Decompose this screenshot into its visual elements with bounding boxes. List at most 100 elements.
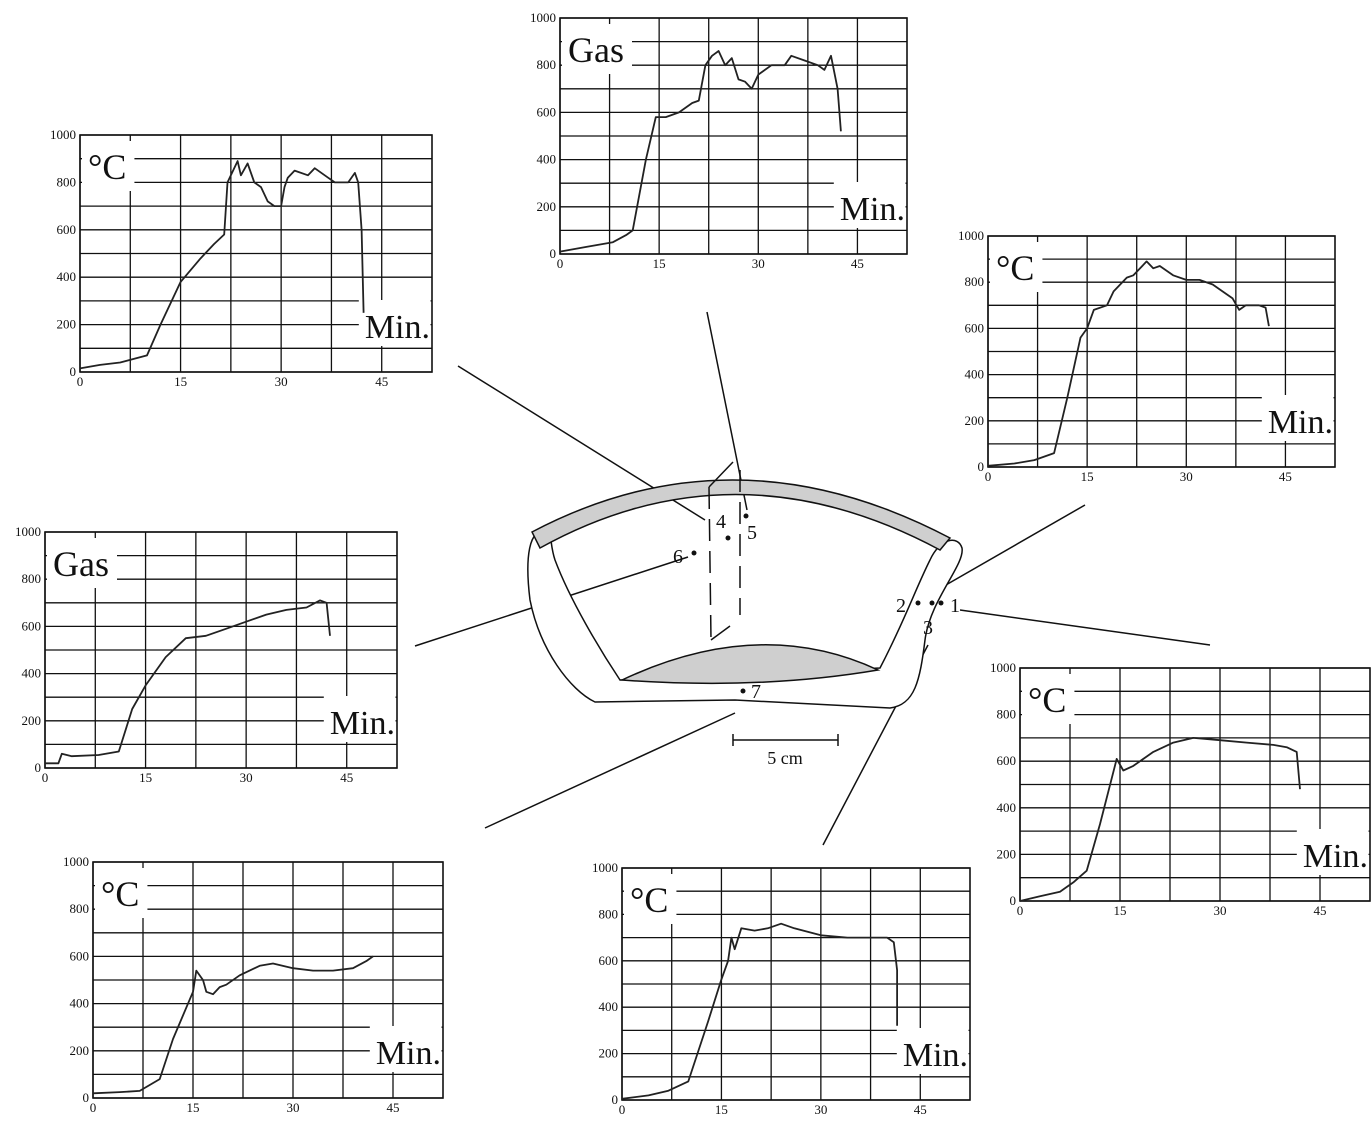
figure: 1 2 3 4 5 6 7 5 cm 0 200 400 600 800 1000 0 15 3… — [0, 0, 1372, 1126]
y-tick-label: 800 — [22, 571, 42, 586]
y-tick-label: 200 — [537, 199, 557, 214]
y-tick-label: 200 — [70, 1043, 90, 1058]
x-tick-label: 15 — [139, 770, 152, 785]
y-tick-label: 400 — [997, 800, 1017, 815]
data-line — [45, 600, 330, 763]
y-tick-label: 400 — [965, 367, 985, 382]
y-axis-label: Gas — [568, 30, 624, 70]
x-tick-label: 45 — [851, 256, 864, 271]
point-label: 3 — [923, 617, 933, 639]
x-tick-label: 0 — [619, 1102, 626, 1117]
y-tick-label: 600 — [22, 618, 42, 633]
y-tick-label: 0 — [1010, 893, 1017, 908]
y-tick-label: 800 — [537, 57, 557, 72]
x-tick-label: 45 — [387, 1100, 400, 1115]
x-axis-label: Min. — [376, 1035, 441, 1072]
chart: 020040060080010000153045°CMin. — [990, 660, 1370, 918]
y-axis-label: °C — [1028, 680, 1066, 720]
x-tick-label: 30 — [814, 1102, 827, 1117]
x-tick-label: 0 — [42, 770, 49, 785]
y-tick-label: 200 — [965, 413, 985, 428]
data-line — [93, 956, 373, 1093]
point-label: 6 — [673, 546, 683, 568]
y-tick-label: 200 — [997, 846, 1017, 861]
x-axis-label: Min. — [365, 309, 430, 346]
point-label: 7 — [751, 681, 761, 703]
y-tick-label: 800 — [57, 174, 77, 189]
x-tick-label: 45 — [340, 770, 353, 785]
point-label: 4 — [716, 511, 726, 533]
x-axis-label: Min. — [330, 705, 395, 742]
x-tick-label: 30 — [1214, 903, 1227, 918]
y-tick-label: 0 — [550, 246, 557, 261]
point-label: 2 — [896, 595, 906, 617]
x-axis-label: Min. — [840, 191, 905, 228]
x-tick-label: 0 — [90, 1100, 97, 1115]
x-tick-label: 45 — [914, 1102, 927, 1117]
y-tick-label: 1000 — [990, 660, 1016, 675]
chart: 0 200 400 600 800 1000 0 15 30 45 °C Min. — [592, 860, 970, 1117]
y-tick-label: 400 — [70, 996, 90, 1011]
y-tick-label: 0 — [70, 364, 77, 379]
y-tick-label: 600 — [599, 953, 619, 968]
y-tick-label: 800 — [599, 906, 619, 921]
y-tick-label: 600 — [965, 320, 985, 335]
x-tick-label: 15 — [1114, 903, 1127, 918]
x-tick-label: 15 — [187, 1100, 200, 1115]
data-line — [560, 51, 841, 252]
x-axis-label: Min. — [1268, 404, 1333, 441]
y-tick-label: 400 — [537, 152, 557, 167]
x-axis-label: Min. — [903, 1037, 968, 1074]
y-tick-label: 400 — [599, 999, 619, 1014]
y-tick-label: 400 — [57, 269, 77, 284]
chart: 0 200 400 600 800 1000 0 15 30 45 °C Min. — [958, 228, 1335, 484]
y-tick-label: 1000 — [592, 860, 618, 875]
y-tick-label: 800 — [965, 274, 985, 289]
x-tick-label: 15 — [174, 374, 187, 389]
y-tick-label: 0 — [612, 1092, 619, 1107]
y-tick-label: 1000 — [530, 10, 556, 25]
y-tick-label: 1000 — [50, 127, 76, 142]
y-axis-label: °C — [630, 880, 668, 920]
y-tick-label: 600 — [997, 753, 1017, 768]
x-tick-label: 30 — [240, 770, 253, 785]
y-axis-label: °C — [88, 147, 126, 187]
y-tick-label: 800 — [997, 707, 1017, 722]
y-tick-label: 200 — [599, 1046, 619, 1061]
x-tick-label: 30 — [287, 1100, 300, 1115]
y-tick-label: 0 — [35, 760, 42, 775]
chart: 0 200 400 600 800 1000 0 15 30 45 °C Min. — [50, 127, 432, 389]
x-tick-label: 0 — [77, 374, 84, 389]
x-tick-label: 0 — [557, 256, 564, 271]
y-tick-label: 1000 — [63, 854, 89, 869]
y-tick-label: 200 — [22, 713, 42, 728]
y-tick-label: 1000 — [958, 228, 984, 243]
point-label: 5 — [747, 522, 757, 544]
data-line — [988, 261, 1269, 465]
y-tick-label: 200 — [57, 317, 77, 332]
y-axis-label: °C — [996, 248, 1034, 288]
y-tick-label: 0 — [978, 459, 985, 474]
x-tick-label: 30 — [1180, 469, 1193, 484]
y-tick-label: 400 — [22, 666, 42, 681]
x-tick-label: 45 — [375, 374, 388, 389]
x-tick-label: 0 — [985, 469, 992, 484]
y-axis-label: °C — [101, 874, 139, 914]
y-tick-label: 1000 — [15, 524, 41, 539]
x-tick-label: 45 — [1279, 469, 1292, 484]
x-tick-label: 15 — [1081, 469, 1094, 484]
data-line — [80, 161, 364, 368]
x-tick-label: 45 — [1314, 903, 1327, 918]
x-tick-label: 15 — [715, 1102, 728, 1117]
y-tick-label: 600 — [70, 948, 90, 963]
x-axis-label: Min. — [1303, 838, 1368, 875]
point-label: 1 — [950, 595, 960, 617]
scale-label: 5 cm — [767, 748, 803, 768]
data-line — [622, 924, 897, 1099]
y-axis-label: Gas — [53, 544, 109, 584]
y-tick-label: 600 — [57, 222, 77, 237]
x-tick-label: 30 — [275, 374, 288, 389]
x-tick-label: 15 — [653, 256, 666, 271]
